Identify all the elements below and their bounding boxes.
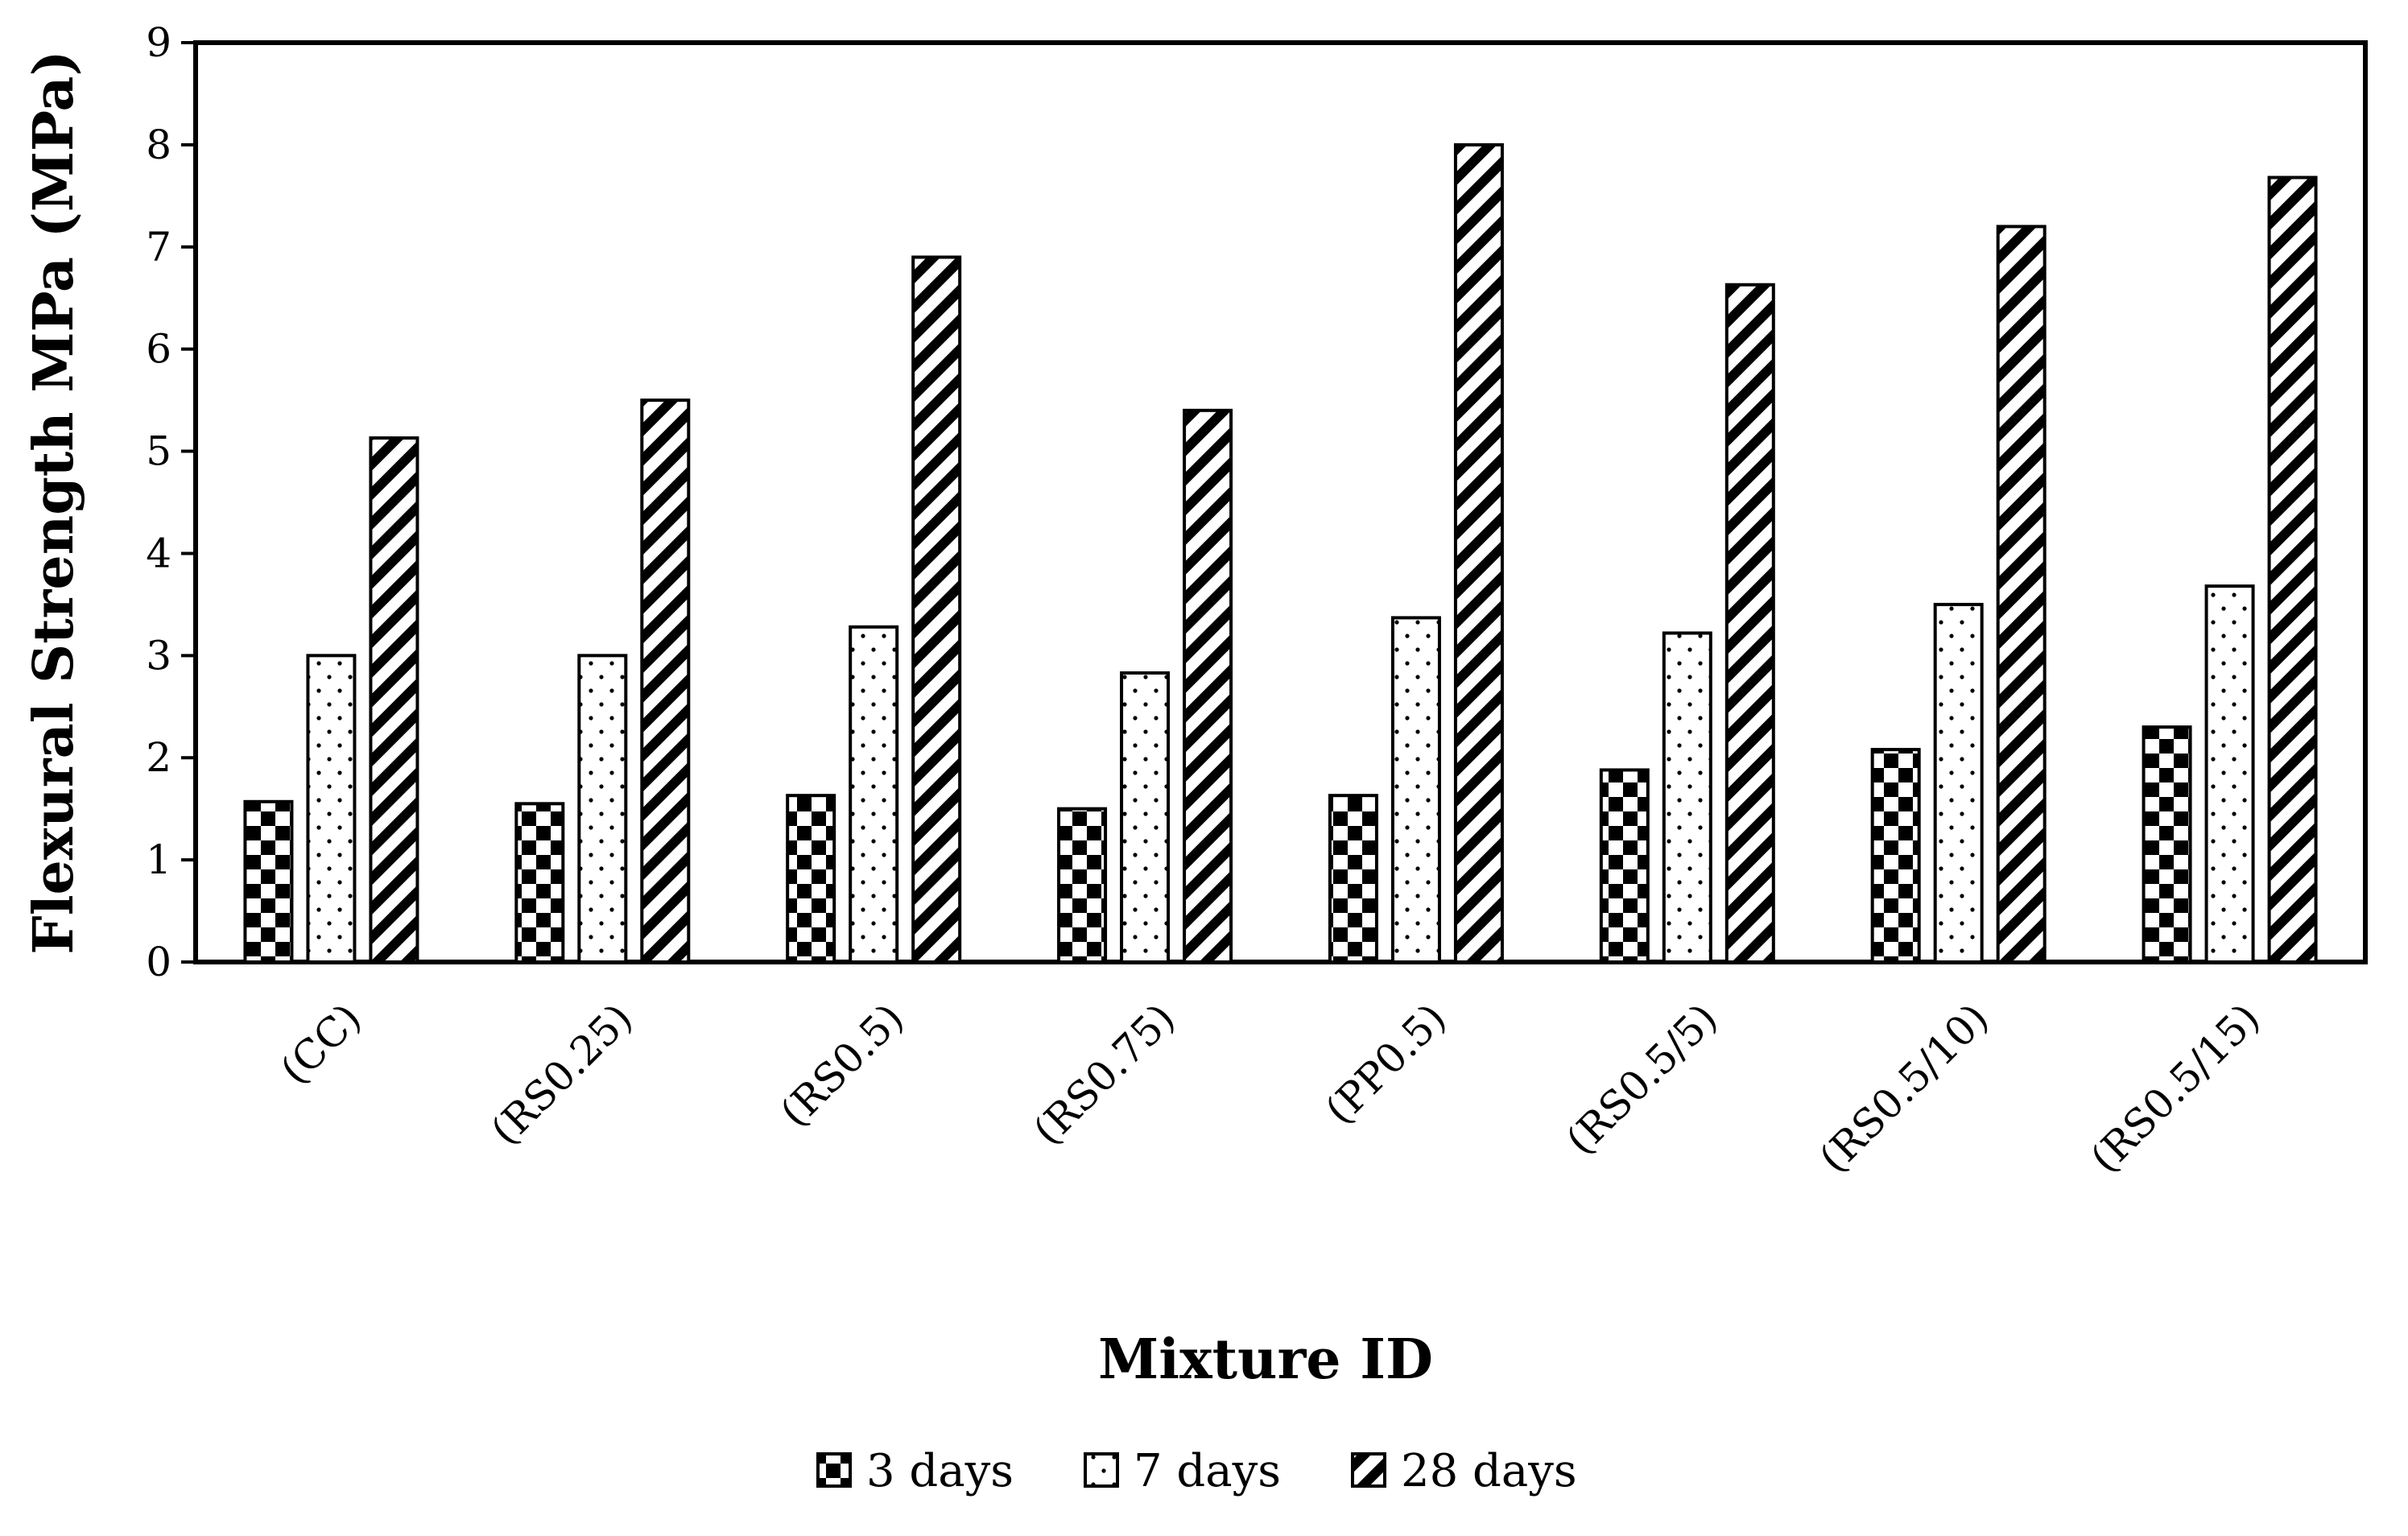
legend-label: 3 days: [866, 1445, 1014, 1497]
bar-7-days-6: [1933, 602, 1984, 964]
x-axis: (CC) (RS0.25) (RS0.5) (RS0.75) (PP0.5) (RS0.5…: [271, 994, 2269, 1182]
bar-3-days-2: [786, 794, 836, 964]
bar-3-days-7: [2142, 725, 2192, 964]
legend: 3 days 7 days 28 days: [816, 1445, 1577, 1497]
bar-7-days-5: [1662, 631, 1712, 964]
x-tick-label: (RS0.5/15): [2081, 994, 2269, 1182]
x-axis-title: Mixture ID: [1098, 1327, 1433, 1392]
y-tick-label: 4: [146, 530, 171, 576]
legend-label: 28 days: [1401, 1445, 1577, 1497]
bar-7-days-0: [306, 654, 357, 964]
y-tick-label: 0: [146, 939, 171, 985]
legend-swatch-3-days: [816, 1452, 852, 1488]
legend-swatch-7-days: [1084, 1452, 1119, 1488]
y-tick-label: 3: [146, 632, 171, 679]
y-tick-label: 9: [146, 19, 171, 66]
y-tick-label: 6: [146, 326, 171, 373]
x-tick-label: (RS0.25): [482, 994, 642, 1154]
x-tick-label: (PP0.5): [1316, 994, 1455, 1133]
bar-28-days-6: [1996, 225, 2047, 964]
legend-label: 7 days: [1134, 1445, 1281, 1497]
bar-28-days-4: [1453, 142, 1504, 964]
bar-3-days-3: [1057, 807, 1108, 964]
x-tick-label: (CC): [271, 994, 370, 1093]
y-tick-label: 1: [146, 836, 171, 883]
y-tick-label: 2: [146, 734, 171, 781]
bar-3-days-4: [1328, 794, 1378, 964]
y-tick-label: 7: [146, 224, 171, 270]
bar-3-days-5: [1599, 768, 1650, 964]
y-axis-title: Flexural Strength MPa (MPa): [22, 50, 86, 954]
x-tick-label: (RS0.75): [1024, 994, 1183, 1154]
x-tick-label: (RS0.5/10): [1811, 994, 1998, 1182]
bar-7-days-4: [1390, 616, 1441, 964]
legend-swatch-28-days: [1351, 1452, 1386, 1488]
bar-7-days-7: [2204, 584, 2255, 964]
x-tick-label: (RS0.5): [771, 994, 913, 1136]
bar-28-days-3: [1183, 408, 1233, 964]
bar-28-days-5: [1724, 283, 1775, 964]
y-tick-label: 8: [146, 122, 171, 168]
bar-3-days-1: [514, 802, 565, 964]
bar-3-days-0: [243, 799, 294, 964]
bar-3-days-6: [1870, 748, 1921, 964]
plot-area: 0 1 2 3 4 5 6 7 8 9 (CC) (RS0.25) (RS0.5) (RS0.75) (P…: [146, 19, 2368, 1182]
y-axis: 0 1 2 3 4 5 6 7 8 9: [146, 19, 196, 985]
x-tick-label: (RS0.5/5): [1557, 994, 1726, 1163]
bars: [243, 142, 2318, 964]
bar-28-days-1: [640, 398, 691, 964]
bar-28-days-2: [911, 255, 962, 964]
bar-28-days-0: [369, 436, 419, 964]
y-tick-label: 5: [146, 428, 171, 475]
bar-28-days-7: [2267, 175, 2318, 964]
bar-7-days-1: [577, 654, 628, 964]
bar-7-days-2: [849, 625, 899, 964]
bar-7-days-3: [1120, 671, 1171, 964]
